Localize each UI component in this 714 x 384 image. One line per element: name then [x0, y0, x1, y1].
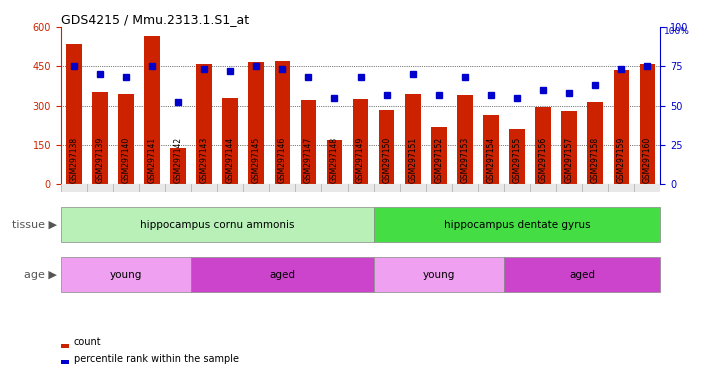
Text: aged: aged	[269, 270, 296, 280]
Bar	[613, 70, 629, 184]
Bar	[640, 64, 655, 184]
Text: tissue ▶: tissue ▶	[12, 220, 57, 230]
Bar	[66, 44, 81, 184]
Text: aged: aged	[569, 270, 595, 280]
Bar	[222, 98, 238, 184]
Text: hippocampus cornu ammonis: hippocampus cornu ammonis	[140, 220, 294, 230]
Bar	[144, 36, 160, 184]
Text: young: young	[423, 270, 455, 280]
Bar	[373, 257, 504, 292]
Bar	[457, 95, 473, 184]
Bar	[509, 129, 525, 184]
Bar	[196, 64, 212, 184]
Bar	[561, 111, 577, 184]
Text: percentile rank within the sample: percentile rank within the sample	[74, 354, 238, 364]
Text: young: young	[110, 270, 142, 280]
Text: age ▶: age ▶	[24, 270, 57, 280]
Bar	[536, 107, 551, 184]
Bar	[61, 257, 191, 292]
Bar	[248, 62, 264, 184]
Bar	[379, 109, 394, 184]
Bar	[588, 102, 603, 184]
Bar	[373, 207, 660, 242]
Text: GDS4215 / Mmu.2313.1.S1_at: GDS4215 / Mmu.2313.1.S1_at	[61, 13, 248, 26]
Bar	[483, 115, 499, 184]
Bar	[504, 257, 660, 292]
Bar	[405, 94, 421, 184]
Bar	[92, 93, 108, 184]
Bar	[301, 100, 316, 184]
Bar	[61, 207, 373, 242]
Bar	[170, 147, 186, 184]
Text: 100%: 100%	[664, 27, 690, 36]
Bar	[191, 257, 373, 292]
Bar	[353, 99, 368, 184]
Text: hippocampus dentate gyrus: hippocampus dentate gyrus	[443, 220, 590, 230]
Bar	[431, 127, 447, 184]
Bar	[327, 140, 342, 184]
Text: count: count	[74, 337, 101, 347]
Bar	[274, 61, 290, 184]
Bar	[118, 94, 134, 184]
